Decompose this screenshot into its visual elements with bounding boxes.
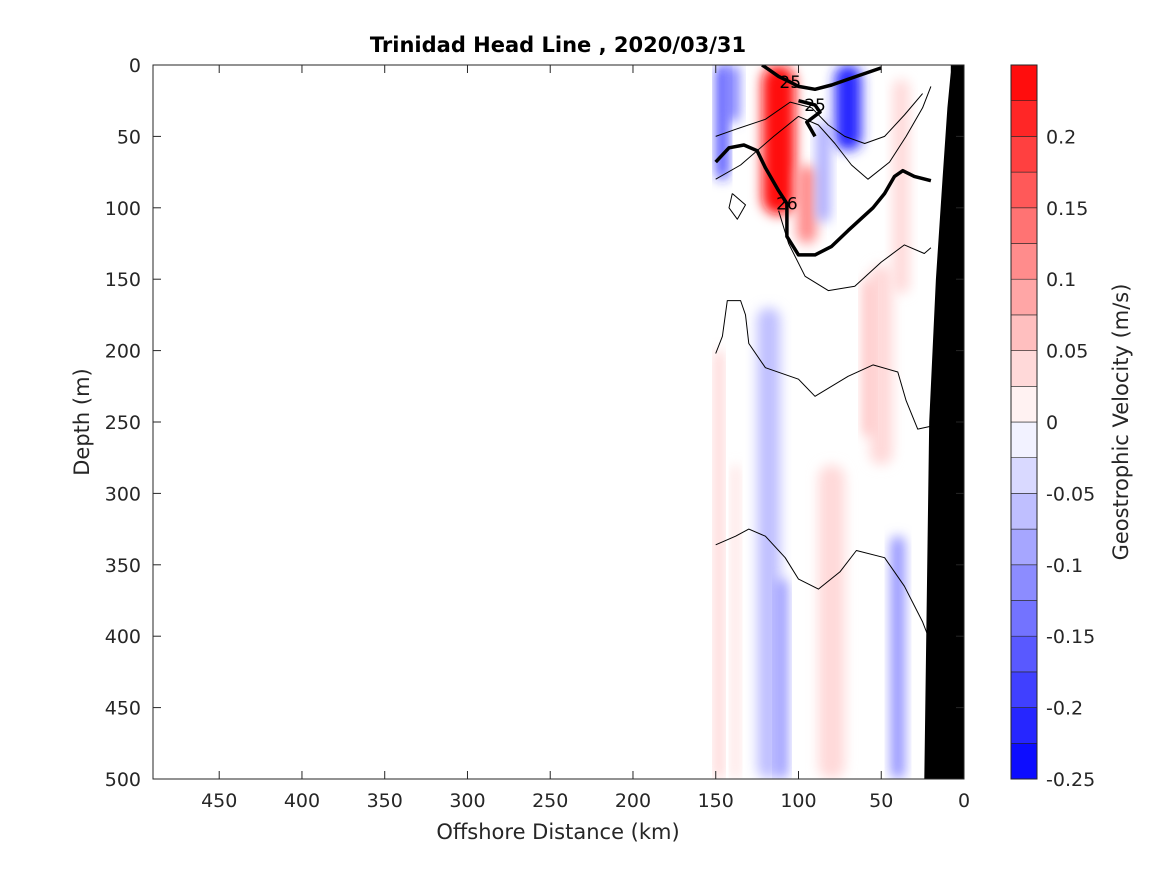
x-axis: 450 400 350 300 250 200 150 100 50 0 — [201, 65, 970, 812]
x-tick-label: 50 — [869, 790, 893, 812]
colorbar-tick-label: 0.2 — [1046, 126, 1076, 148]
colorbar-band — [1010, 350, 1038, 387]
seafloor — [924, 65, 964, 779]
contour-label: 26 — [776, 195, 798, 215]
velocity-patch — [816, 122, 830, 223]
y-axis: 0 50 100 150 200 250 300 350 400 450 500 — [105, 55, 964, 791]
colorbar-band — [1010, 314, 1038, 351]
velocity-patch — [818, 464, 845, 779]
velocity-field — [715, 65, 910, 779]
x-tick-label: 150 — [698, 790, 734, 812]
colorbar-tick-label: -0.05 — [1046, 483, 1095, 505]
colorbar-band — [1010, 564, 1038, 601]
colorbar-tick-label: 0 — [1046, 412, 1058, 434]
y-tick-label: 450 — [105, 698, 141, 720]
colorbar-band — [1010, 278, 1038, 316]
contour-label: 25 — [779, 73, 801, 93]
colorbar-band — [1010, 635, 1038, 673]
y-tick-label: 150 — [105, 269, 141, 291]
colorbar-tick-label: -0.2 — [1046, 698, 1083, 720]
density-contour — [778, 210, 932, 292]
velocity-patch — [892, 79, 910, 294]
velocity-patch — [869, 264, 893, 465]
colorbar-band — [1010, 421, 1038, 459]
velocity-patch — [715, 350, 723, 779]
colorbar-band — [1010, 207, 1038, 244]
y-tick-label: 200 — [105, 341, 141, 363]
x-tick-label: 0 — [958, 790, 970, 812]
x-tick-label: 400 — [284, 790, 320, 812]
colorbar: 0.2 0.15 0.1 0.05 0 -0.05 -0.1 -0.15 -0.2 -0.25 — [1010, 64, 1095, 791]
colorbar-band — [1010, 671, 1038, 708]
density-contour — [715, 93, 923, 144]
velocity-patch — [891, 536, 905, 779]
y-tick-label: 350 — [105, 555, 141, 577]
density-contour — [761, 65, 882, 92]
velocity-patch — [834, 65, 862, 151]
colorbar-tick-label: -0.25 — [1046, 769, 1095, 791]
y-tick-label: 250 — [105, 412, 141, 434]
density-contour — [715, 300, 932, 430]
colorbar-tick-label: -0.15 — [1046, 626, 1095, 648]
velocity-patch — [863, 279, 873, 437]
colorbar-tick-label: 0.1 — [1046, 269, 1076, 291]
velocity-patch — [757, 307, 781, 779]
density-contour — [714, 143, 932, 257]
colorbar-band — [1010, 243, 1038, 280]
colorbar-band — [1010, 742, 1038, 780]
y-tick-label: 500 — [105, 769, 141, 791]
colorbar-band — [1010, 457, 1038, 494]
velocity-patch — [776, 579, 787, 779]
colorbar-band — [1010, 64, 1038, 102]
colorbar-band — [1010, 100, 1038, 137]
colorbar-tick-label: -0.1 — [1046, 555, 1083, 577]
colorbar-tick-label: 0.05 — [1046, 341, 1088, 363]
y-axis-label: Depth (m) — [70, 368, 94, 475]
x-tick-label: 250 — [532, 790, 568, 812]
y-tick-label: 0 — [129, 55, 141, 77]
colorbar-frame — [1010, 64, 1038, 780]
y-tick-label: 50 — [117, 126, 141, 148]
bathymetry-layer — [924, 65, 964, 779]
x-axis-label: Offshore Distance (km) — [436, 820, 679, 844]
density-contour — [728, 193, 746, 220]
colorbar-band — [1010, 385, 1038, 423]
velocity-patch — [796, 164, 817, 244]
x-tick-label: 100 — [780, 790, 816, 812]
x-tick-label: 350 — [367, 790, 403, 812]
colorbar-band — [1010, 493, 1038, 530]
colorbar-band — [1010, 171, 1038, 209]
y-tick-label: 100 — [105, 198, 141, 220]
colorbar-band — [1010, 707, 1038, 744]
x-tick-label: 200 — [615, 790, 651, 812]
y-tick-label: 300 — [105, 483, 141, 505]
y-tick-label: 400 — [105, 626, 141, 648]
density-contour — [798, 99, 822, 138]
colorbar-band — [1010, 528, 1038, 566]
velocity-patch — [732, 464, 739, 779]
density-contour — [715, 528, 932, 644]
colorbar-band — [1010, 600, 1038, 637]
velocity-patch — [725, 65, 739, 123]
colorbar-label: Geostrophic Velocity (m/s) — [1109, 284, 1133, 561]
contour-label: 25 — [804, 96, 826, 116]
x-tick-label: 450 — [201, 790, 237, 812]
colorbar-band — [1010, 136, 1038, 173]
x-tick-label: 300 — [449, 790, 485, 812]
density-contour — [715, 86, 932, 180]
chart-title: Trinidad Head Line , 2020/03/31 — [370, 33, 746, 57]
colorbar-tick-label: 0.15 — [1046, 198, 1088, 220]
